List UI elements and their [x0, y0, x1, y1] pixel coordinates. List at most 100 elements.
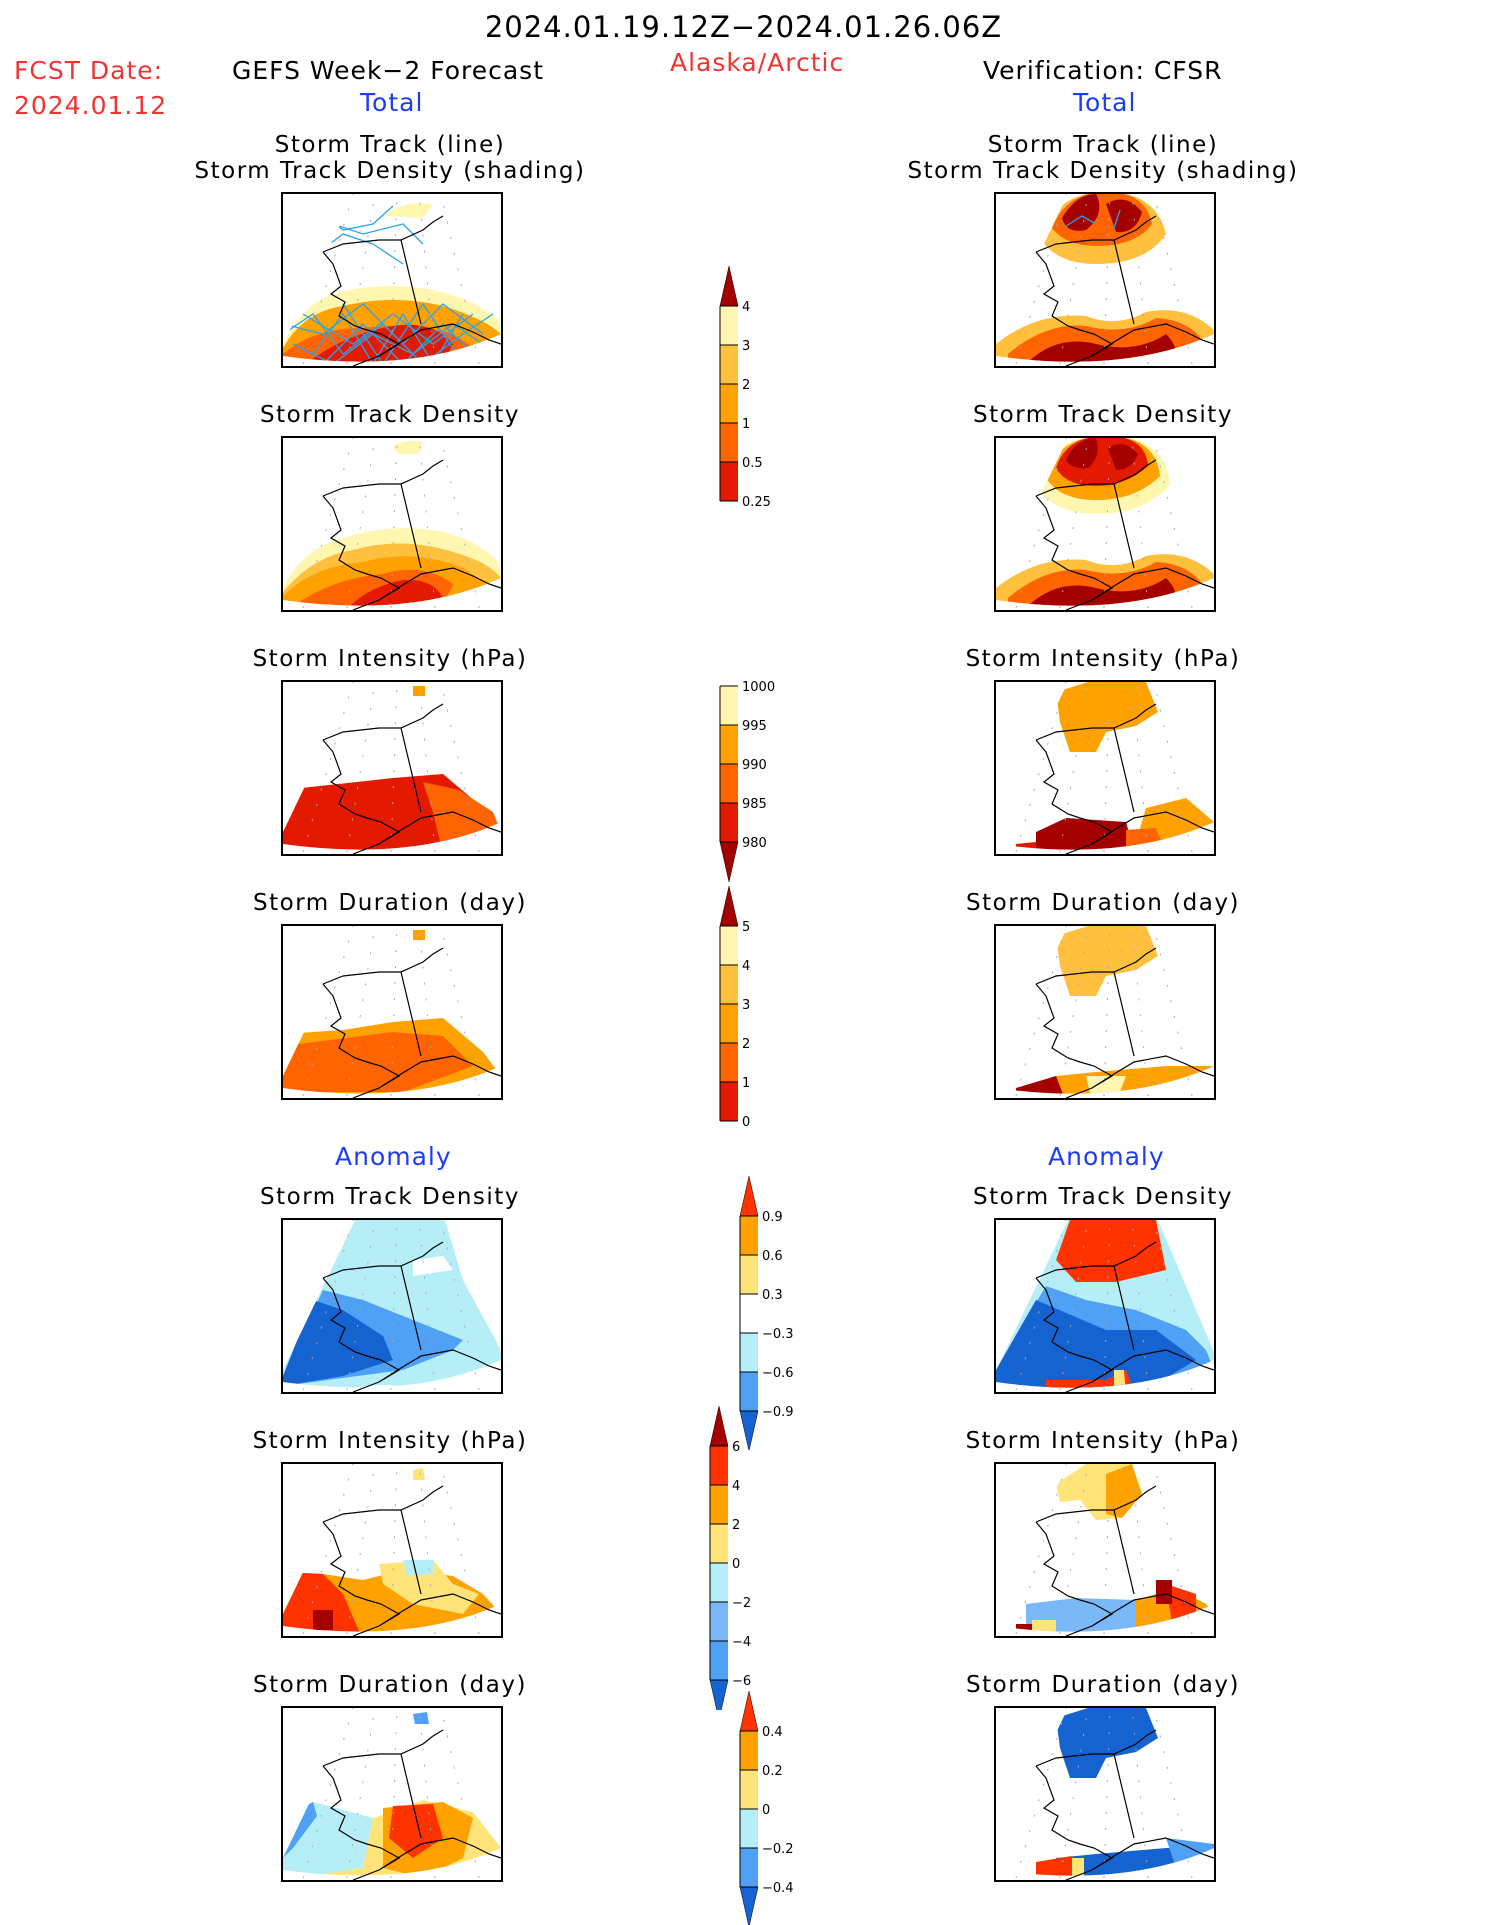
map-canvas — [1015, 682, 1214, 854]
colorbar-segment — [710, 1485, 728, 1524]
colorbar-intensity: 1000 995 990 985 980 — [719, 680, 775, 883]
colorbar-tick-label: −0.6 — [762, 1366, 794, 1381]
shaded-region — [383, 203, 433, 218]
shaded-region — [1056, 926, 1158, 996]
colorbar-tick-label: 0.3 — [762, 1288, 783, 1303]
colorbar-extend-max — [719, 885, 739, 927]
map-canvas — [1015, 1708, 1214, 1880]
map-forecast-anom-duration — [281, 1706, 503, 1882]
colorbar-tick-label: −0.3 — [762, 1327, 794, 1342]
colorbar-tick-label: 2 — [742, 378, 750, 393]
colorbar-anom-intensity: 6 4 2 0 −2 −4 −6 — [709, 1405, 751, 1710]
colorbar-segment — [740, 1333, 758, 1372]
colorbar-tick-label: −2 — [732, 1596, 751, 1611]
shaded-region — [1046, 1370, 1136, 1388]
colorbar-tick-label: 0.4 — [762, 1725, 783, 1740]
alaska-coastline — [322, 1729, 501, 1880]
shaded-region — [1106, 1464, 1142, 1518]
graticule-line — [1153, 1220, 1193, 1391]
right-anom-duration-title: Storm Duration (day) — [966, 1672, 1240, 1698]
colorbar-tick-label: 0.25 — [742, 495, 771, 510]
right-anomaly-label: Anomaly — [1048, 1142, 1165, 1171]
alaska-coastline — [1035, 1241, 1214, 1392]
graticule-line — [1153, 1464, 1193, 1635]
graticule-line — [440, 682, 480, 853]
colorbar-segment — [740, 1848, 758, 1887]
colorbar-extend-max — [739, 1690, 759, 1732]
storm-track-line — [1065, 215, 1097, 227]
shaded-region — [1146, 1380, 1196, 1388]
shaded-region — [389, 1804, 443, 1858]
shaded-region — [413, 930, 425, 940]
colorbar-tick-label: 995 — [742, 719, 767, 734]
shaded-region — [1056, 682, 1158, 752]
colorbar-tick-label: 980 — [742, 836, 767, 851]
map-forecast-duration — [281, 924, 503, 1100]
colorbar-track-density: 4 3 2 1 0.5 0.25 — [719, 265, 771, 510]
map-canvas — [283, 438, 501, 610]
colorbar-tick-label: 2 — [732, 1518, 740, 1533]
colorbar-tick-label: 985 — [742, 797, 767, 812]
colorbar-segment — [710, 1602, 728, 1641]
map-forecast-track-density — [281, 436, 503, 612]
map-canvas — [996, 194, 1214, 366]
shaded-region — [423, 782, 501, 850]
left-density-title: Storm Track Density — [260, 402, 520, 428]
shaded-region — [1016, 1624, 1032, 1632]
map-verification-anom-intensity — [994, 1462, 1216, 1638]
colorbar-segment — [720, 1043, 738, 1082]
graticule-line — [1153, 926, 1193, 1097]
left-anom-density-title: Storm Track Density — [260, 1184, 520, 1210]
colorbar-segment — [740, 1809, 758, 1848]
colorbar-tick-label: 0.5 — [742, 456, 763, 471]
shaded-region — [283, 1300, 393, 1386]
colorbar-segment — [720, 764, 738, 803]
shaded-region — [1114, 1370, 1126, 1388]
colorbar-tick-label: 1000 — [742, 680, 775, 695]
map-canvas — [283, 1220, 501, 1392]
alaska-coastline — [1035, 215, 1214, 366]
alaska-coastline — [1035, 1729, 1214, 1880]
alaska-coastline — [322, 215, 501, 366]
forecast-model-title: GEFS Week−2 Forecast — [232, 56, 545, 85]
alaska-coastline — [322, 703, 501, 854]
shaded-region — [1062, 194, 1100, 231]
map-forecast-track-line — [281, 192, 503, 368]
left-anom-duration-title: Storm Duration (day) — [253, 1672, 527, 1698]
colorbar-tick-label: 6 — [732, 1440, 740, 1455]
colorbar-segment — [710, 1641, 728, 1680]
colorbar-tick-label: 5 — [742, 920, 750, 935]
colorbar-tick-label: 4 — [732, 1479, 740, 1494]
shaded-region — [1066, 438, 1098, 469]
colorbar-segment — [720, 306, 738, 345]
graticule-line — [440, 1220, 480, 1391]
shaded-region — [283, 1032, 473, 1092]
colorbar-tick-label: 1 — [742, 417, 750, 432]
map-canvas — [996, 1220, 1214, 1392]
shaded-region — [413, 1712, 429, 1724]
left-anomaly-label: Anomaly — [335, 1142, 452, 1171]
colorbar-anom-density: 0.9 0.6 0.3 −0.3 −0.6 −0.9 — [739, 1175, 794, 1450]
colorbar-segment — [720, 462, 738, 501]
shaded-region — [283, 1572, 363, 1632]
colorbar-segment — [740, 1294, 758, 1333]
left-duration-title: Storm Duration (day) — [253, 890, 527, 916]
colorbar-tick-label: 0.6 — [762, 1249, 783, 1264]
shaded-region — [1032, 1620, 1056, 1632]
colorbar-segment — [720, 384, 738, 423]
shaded-region — [1026, 334, 1176, 362]
alaska-coastline — [322, 947, 501, 1098]
right-duration-title: Storm Duration (day) — [966, 890, 1240, 916]
map-canvas — [283, 682, 501, 854]
colorbar-tick-label: −4 — [732, 1635, 751, 1650]
map-canvas — [283, 1464, 501, 1636]
colorbar-tick-label: 0 — [762, 1803, 770, 1818]
graticule-line — [1153, 194, 1193, 365]
colorbar-segment — [720, 423, 738, 462]
map-forecast-anom-density — [281, 1218, 503, 1394]
map-verification-intensity — [994, 680, 1216, 856]
shaded-region — [1036, 1856, 1076, 1876]
map-canvas — [1015, 1464, 1214, 1636]
colorbar-segment — [740, 1770, 758, 1809]
shaded-region — [413, 686, 425, 696]
